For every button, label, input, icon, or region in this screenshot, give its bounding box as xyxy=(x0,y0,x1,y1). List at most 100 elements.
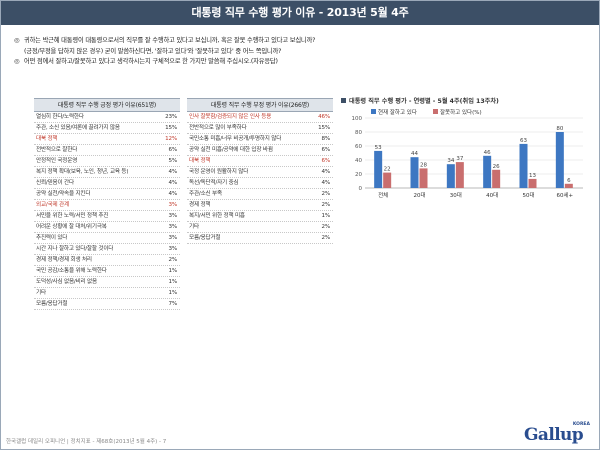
bar-value-label: 13 xyxy=(529,173,536,179)
y-tick-label: 60 xyxy=(355,144,362,150)
footer-source: 한국갤럽 데일리 오피니언 | 정치지표 - 제68호(2013년 5월 4주)… xyxy=(6,439,167,445)
table-row: 열심히 한다/노력한다 23% xyxy=(34,112,180,123)
row-label: 서민을 위한 노력/서민 정책 추진 xyxy=(36,213,109,219)
table-row: 외교/국제 관계 3% xyxy=(34,200,180,211)
table-row: 대북 정책 12% xyxy=(34,134,180,145)
bar xyxy=(564,183,573,188)
table-row: 주관, 소신 있음/여론에 끌려가지 않음 15% xyxy=(34,123,180,134)
x-tick-label: 50대 xyxy=(522,191,534,199)
bar-value-label: 28 xyxy=(420,162,427,168)
table-row: 복지/서민 위한 정책 미흡 1% xyxy=(187,211,333,222)
x-tick-label: 전체 xyxy=(378,191,388,199)
row-value: 2% xyxy=(321,224,331,230)
table-row: 안정적인 국정운영 5% xyxy=(34,156,180,167)
chart-title-line: 대통령 직무 수행 평가 - 연령별 - 5월 4주(취임 13주차) xyxy=(341,96,591,108)
row-label: 주관/소신 부족 xyxy=(189,191,222,197)
y-tick-label: 100 xyxy=(352,116,363,122)
row-label: 국민소통 미흡/너무 비공개/투명하지 않다 xyxy=(189,136,282,142)
bullet-icon: ◎ xyxy=(14,37,20,44)
row-value: 3% xyxy=(168,202,178,208)
table-row: 신뢰/믿음이 간다 4% xyxy=(34,178,180,189)
table-row: 도덕성/사심 없음/비리 없음 1% xyxy=(34,277,180,288)
table-row: 모름/응답거절 7% xyxy=(34,299,180,310)
x-tick-label: 20대 xyxy=(413,191,425,199)
negative-table-header: 대통령 직무 수행 부정 평가 이유(266명) xyxy=(187,98,333,112)
row-value: 3% xyxy=(168,213,178,219)
table-row: 전반적으로 많이 부족하다 15% xyxy=(187,123,333,134)
x-tick-label: 30대 xyxy=(450,191,462,199)
bar xyxy=(446,164,455,188)
row-value: 1% xyxy=(168,290,178,296)
row-value: 3% xyxy=(168,224,178,230)
table-row: 국정 운영이 원활하지 않다 4% xyxy=(187,167,333,178)
bar xyxy=(374,150,383,188)
row-value: 15% xyxy=(318,125,330,131)
row-label: 열심히 한다/노력한다 xyxy=(36,114,84,120)
y-tick-label: 40 xyxy=(355,158,362,164)
bullet-icon: ◎ xyxy=(14,58,20,65)
table-row: 국민소통 미흡/너무 비공개/투명하지 않다 8% xyxy=(187,134,333,145)
table-row: 인사 잘못함/검증되지 않은 인사 등용 46% xyxy=(187,112,333,123)
x-tick-label: 40대 xyxy=(486,191,498,199)
row-value: 5% xyxy=(168,158,178,164)
row-value: 6% xyxy=(168,147,178,153)
row-value: 12% xyxy=(165,136,177,142)
gallup-logo: KOREA Gallup xyxy=(524,422,594,446)
table-row: 주관/소신 부족 2% xyxy=(187,189,333,200)
row-value: 4% xyxy=(168,180,178,186)
legend-label: 현재 잘하고 있다 xyxy=(378,108,417,116)
table-row: 경제 정책/경제 회생 처리 2% xyxy=(34,255,180,266)
table-row: 어려운 상황에 잘 대처/위기극복 3% xyxy=(34,222,180,233)
row-value: 4% xyxy=(168,169,178,175)
row-label: 신뢰/믿음이 간다 xyxy=(36,180,74,186)
row-label: 도덕성/사심 없음/비리 없음 xyxy=(36,279,97,285)
row-label: 시간 지나 잘하고 있다/잘할 것이다 xyxy=(36,246,114,252)
bar xyxy=(555,132,564,188)
table-row: 국민 공감/소통을 위해 노력한다 1% xyxy=(34,266,180,277)
row-label: 인사 잘못함/검증되지 않은 인사 등용 xyxy=(189,114,272,120)
row-label: 전반적으로 잘한다 xyxy=(36,147,78,153)
question-1-text: 귀하는 박근혜 대통령이 대통령으로서의 직무를 잘 수행하고 있다고 보십니까… xyxy=(24,37,316,44)
bar xyxy=(419,168,428,188)
row-label: 복지 정책 확대(보육, 노인, 청년, 교육 등) xyxy=(36,169,129,175)
table-row: 기타 1% xyxy=(34,288,180,299)
row-label: 복지/서민 위한 정책 미흡 xyxy=(189,213,245,219)
page-title: 대통령 직무 수행 평가 이유 - 2013년 5월 4주 xyxy=(1,1,599,25)
positive-reasons-table: 대통령 직무 수행 긍정 평가 이유(651명) 열심히 한다/노력한다 23% 주… xyxy=(34,98,180,310)
bar xyxy=(492,169,501,188)
row-value: 46% xyxy=(318,114,330,120)
row-value: 2% xyxy=(321,191,331,197)
row-label: 추진력이 있다 xyxy=(36,235,68,241)
table-row: 공약 실천 미흡/공약에 대한 입장 바뀜 6% xyxy=(187,145,333,156)
table-row: 복지 정책 확대(보육, 노인, 청년, 교육 등) 4% xyxy=(34,167,180,178)
row-value: 4% xyxy=(168,191,178,197)
table-row: 기타 2% xyxy=(187,222,333,233)
table-row: 전반적으로 잘한다 6% xyxy=(34,145,180,156)
row-label: 독선/독단적/자기 중심 xyxy=(189,180,239,186)
positive-table-header: 대통령 직무 수행 긍정 평가 이유(651명) xyxy=(34,98,180,112)
row-value: 7% xyxy=(168,301,178,307)
row-value: 2% xyxy=(321,202,331,208)
row-label: 어려운 상황에 잘 대처/위기극복 xyxy=(36,224,107,230)
y-tick-label: 80 xyxy=(355,130,362,136)
bar-value-label: 26 xyxy=(493,164,500,170)
logo-wordmark: Gallup xyxy=(524,425,584,445)
row-value: 4% xyxy=(321,180,331,186)
y-tick-label: 20 xyxy=(355,172,362,178)
bar-value-label: 53 xyxy=(375,145,382,151)
bar xyxy=(519,143,528,188)
table-row: 경제 정책 2% xyxy=(187,200,333,211)
row-label: 공약 실천 미흡/공약에 대한 입장 바뀜 xyxy=(189,147,273,153)
row-value: 23% xyxy=(165,114,177,120)
row-label: 경제 정책/경제 회생 처리 xyxy=(36,257,92,263)
chart-legend: 현재 잘하고 있다 잘못하고 있다(%) xyxy=(371,108,482,116)
row-label: 모름/응답거절 xyxy=(189,235,221,241)
row-label: 공약 실천/약속을 지킨다 xyxy=(36,191,91,197)
table-row: 추진력이 있다 3% xyxy=(34,233,180,244)
chart-title: 대통령 직무 수행 평가 - 연령별 - 5월 4주(취임 13주차) xyxy=(349,98,499,105)
negative-reasons-table: 대통령 직무 수행 부정 평가 이유(266명) 인사 잘못함/검증되지 않은 … xyxy=(187,98,333,244)
row-value: 6% xyxy=(321,147,331,153)
legend-label: 잘못하고 있다(%) xyxy=(440,108,482,116)
table-row: 독선/독단적/자기 중심 4% xyxy=(187,178,333,189)
legend-swatch xyxy=(371,109,376,114)
